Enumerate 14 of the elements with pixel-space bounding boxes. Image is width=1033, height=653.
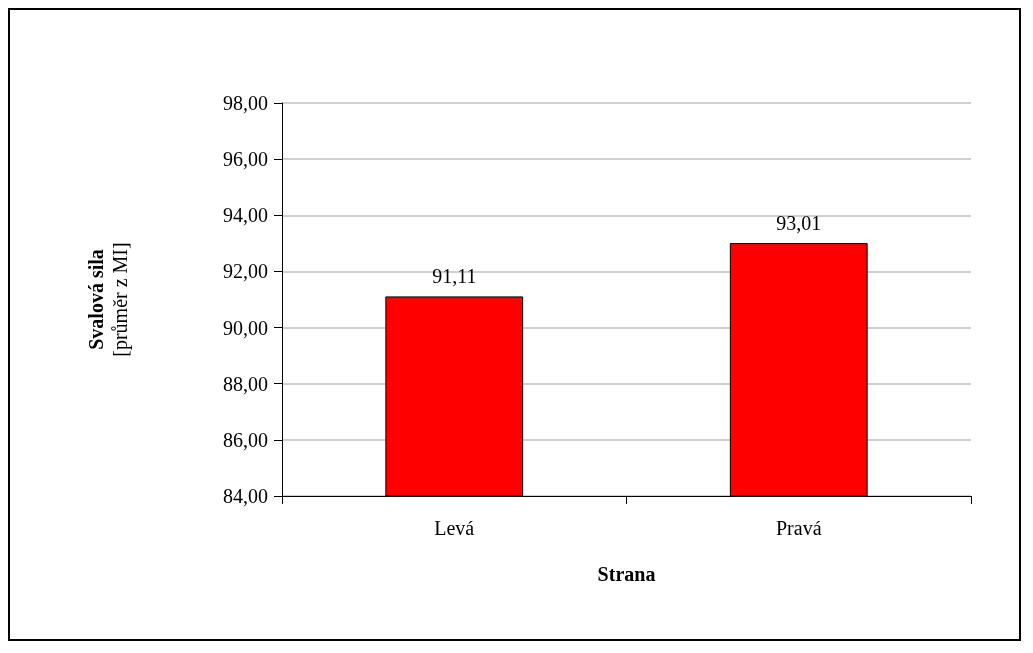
x-axis-title: Strana — [597, 563, 656, 585]
y-tick-label: 94,00 — [223, 204, 268, 227]
x-tick-label: Pravá — [775, 517, 822, 539]
y-tick-label: 98,00 — [223, 92, 268, 114]
y-tick-label: 86,00 — [223, 428, 268, 451]
y-tick-label: 84,00 — [223, 485, 268, 507]
y-axis-title: Svalová sila [průměr z MI] — [85, 242, 132, 357]
x-tick-label: Levá — [434, 517, 475, 539]
y-tick-label: 88,00 — [223, 372, 268, 395]
y-tick-label: 96,00 — [223, 148, 268, 171]
y-tick-label: 92,00 — [223, 260, 268, 283]
y-tick-label: 90,00 — [223, 316, 268, 339]
data-label: 91,11 — [432, 265, 477, 288]
data-label: 93,01 — [776, 212, 822, 235]
